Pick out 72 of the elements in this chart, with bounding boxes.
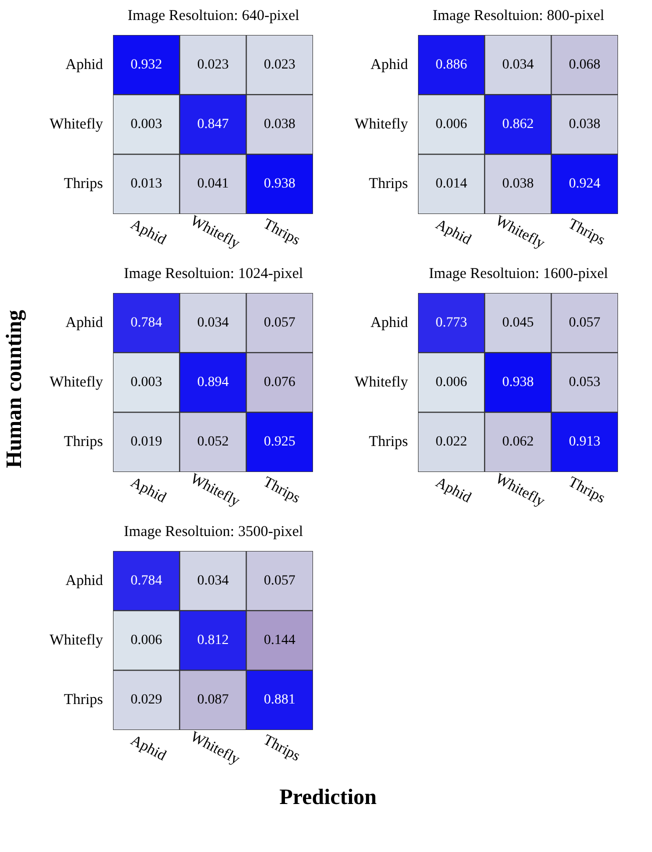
data-label: 0.925 bbox=[264, 434, 296, 450]
data-label: 0.022 bbox=[436, 434, 468, 450]
y-tick-label: Aphid bbox=[370, 56, 408, 73]
y-tick-label: Whitefly bbox=[50, 374, 104, 390]
y-tick-label: Aphid bbox=[370, 314, 408, 331]
x-tick-label: Aphid bbox=[128, 732, 169, 765]
data-label: 0.023 bbox=[264, 57, 296, 72]
data-label: 0.052 bbox=[197, 434, 229, 450]
data-label: 0.913 bbox=[568, 434, 600, 450]
x-tick-label: Aphid bbox=[432, 216, 474, 249]
y-tick-label: Aphid bbox=[66, 314, 104, 331]
data-label: 0.053 bbox=[568, 375, 600, 390]
data-label: 0.057 bbox=[264, 315, 296, 330]
data-label: 0.057 bbox=[264, 573, 296, 588]
x-axis-title: Prediction bbox=[278, 784, 378, 810]
data-label: 0.144 bbox=[264, 633, 296, 648]
data-label: 0.006 bbox=[436, 117, 468, 132]
data-label: 0.057 bbox=[568, 315, 600, 330]
data-label: 0.862 bbox=[502, 117, 534, 132]
chart-title: Image Resoltuion: 1024-pixel bbox=[122, 266, 304, 284]
chart-title: Image Resoltuion: 1600-pixel bbox=[428, 266, 610, 284]
data-label: 0.812 bbox=[197, 633, 229, 648]
data-label: 0.013 bbox=[130, 176, 162, 192]
data-label: 0.076 bbox=[264, 375, 296, 390]
data-label: 0.062 bbox=[502, 434, 534, 450]
y-tick-label: Whitefly bbox=[50, 116, 104, 132]
data-label: 0.938 bbox=[264, 176, 296, 192]
chart-title: Image Resoltuion: 800-pixel bbox=[432, 8, 606, 26]
data-label: 0.938 bbox=[502, 375, 534, 390]
y-tick-label: Aphid bbox=[66, 572, 104, 589]
data-label: 0.006 bbox=[130, 633, 162, 648]
y-tick-label: Whitefly bbox=[354, 116, 408, 132]
chart-title: Image Resoltuion: 3500-pixel bbox=[122, 524, 304, 542]
data-label: 0.003 bbox=[130, 117, 162, 132]
y-tick-label: Thrips bbox=[64, 692, 104, 708]
data-label: 0.023 bbox=[197, 57, 229, 72]
data-label: 0.784 bbox=[130, 573, 162, 588]
data-label: 0.068 bbox=[568, 57, 600, 72]
data-label: 0.773 bbox=[436, 315, 468, 330]
data-label: 0.038 bbox=[502, 176, 534, 192]
y-tick-label: Thrips bbox=[368, 434, 408, 450]
data-label: 0.045 bbox=[502, 315, 534, 330]
data-label: 0.041 bbox=[197, 176, 229, 192]
y-axis-title: Human counting bbox=[1, 308, 27, 470]
data-label: 0.881 bbox=[264, 692, 296, 708]
data-label: 0.006 bbox=[436, 375, 468, 390]
data-label: 0.038 bbox=[568, 117, 600, 132]
data-label: 0.019 bbox=[130, 434, 162, 450]
data-label: 0.847 bbox=[197, 117, 229, 132]
x-tick-label: Aphid bbox=[128, 474, 169, 507]
data-label: 0.087 bbox=[197, 692, 229, 708]
y-tick-label: Whitefly bbox=[50, 632, 104, 648]
data-label: 0.034 bbox=[197, 315, 229, 330]
data-label: 0.932 bbox=[130, 57, 162, 72]
chart-title: Image Resoltuion: 640-pixel bbox=[126, 8, 300, 26]
y-tick-label: Thrips bbox=[64, 176, 104, 192]
data-label: 0.014 bbox=[436, 176, 468, 192]
data-label: 0.003 bbox=[130, 375, 162, 390]
y-tick-label: Thrips bbox=[64, 434, 104, 450]
data-label: 0.924 bbox=[568, 176, 600, 192]
y-tick-label: Thrips bbox=[368, 176, 408, 192]
data-label: 0.784 bbox=[130, 315, 162, 330]
data-label: 0.038 bbox=[264, 117, 296, 132]
y-tick-label: Aphid bbox=[66, 56, 104, 73]
data-label: 0.886 bbox=[436, 57, 468, 72]
x-tick-label: Aphid bbox=[432, 474, 474, 507]
y-tick-label: Whitefly bbox=[354, 374, 408, 390]
x-tick-label: Aphid bbox=[128, 216, 169, 249]
data-label: 0.034 bbox=[502, 57, 534, 72]
data-label: 0.029 bbox=[130, 692, 162, 708]
data-label: 0.034 bbox=[197, 573, 229, 588]
data-label: 0.894 bbox=[197, 375, 229, 390]
